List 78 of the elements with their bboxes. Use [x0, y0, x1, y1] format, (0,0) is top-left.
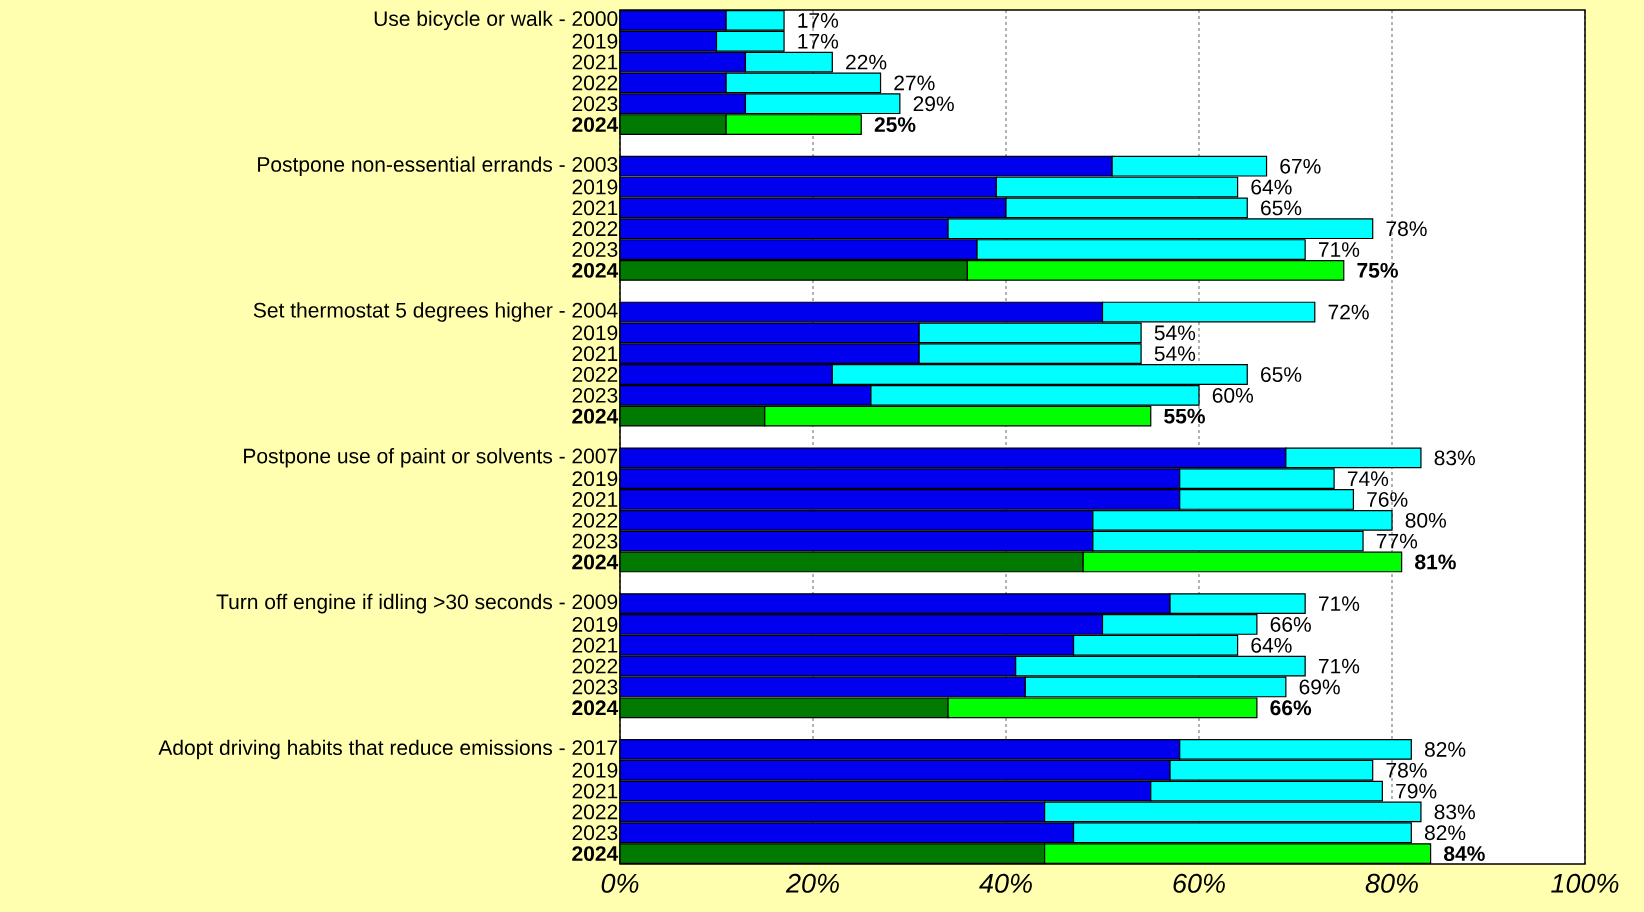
total-label: 83% — [1434, 804, 1475, 820]
y-tick-label: 2022 — [572, 658, 618, 674]
total-label: 17% — [798, 33, 839, 49]
total-label: 27% — [894, 75, 935, 91]
y-tick-label: 2024 — [572, 700, 619, 716]
y-tick-label: 2019 — [572, 33, 618, 49]
y-tick-label: 2022 — [572, 221, 618, 237]
y-tick-label: 2019 — [572, 179, 618, 195]
total-label: 84% — [1444, 846, 1485, 862]
total-label: 83% — [1434, 450, 1475, 466]
y-tick-label: 2024 — [572, 262, 619, 278]
total-label: 71% — [1318, 242, 1360, 257]
y-tick-label: 2021 — [572, 637, 618, 653]
total-label: 74% — [1347, 471, 1389, 487]
y-tick-label: 2024 — [572, 846, 619, 862]
x-tick-label: 0% — [601, 873, 639, 893]
y-tick-label: 2022 — [572, 367, 618, 382]
y-tick-label: Postpone use of paint or solvents - 2007 — [244, 448, 618, 468]
y-tick-label: 2021 — [572, 200, 618, 216]
total-label: 82% — [1424, 742, 1466, 757]
x-tick-label: 60% — [1173, 873, 1225, 893]
y-tick-label: 2024 — [572, 408, 619, 424]
y-tick-label: 2021 — [572, 492, 618, 507]
total-label: 54% — [1154, 325, 1196, 341]
total-label: 67% — [1280, 158, 1321, 174]
total-label: 22% — [846, 54, 887, 70]
total-label: 54% — [1154, 346, 1196, 362]
total-label: 77% — [1376, 533, 1418, 549]
y-tick-label: 2023 — [572, 96, 618, 112]
total-label: 72% — [1328, 304, 1369, 320]
y-tick-label: Use bicycle or walk - 2000 — [374, 10, 618, 31]
total-label: 79% — [1396, 783, 1437, 799]
y-tick-label: 2024 — [572, 554, 619, 570]
total-label: 29% — [913, 96, 954, 112]
y-tick-label: 2023 — [572, 242, 618, 257]
y-tick-label: 2019 — [572, 762, 618, 778]
y-tick-label: 2023 — [572, 679, 618, 695]
x-tick-label: 40% — [979, 873, 1032, 893]
total-label: 66% — [1270, 700, 1312, 716]
total-label: 78% — [1386, 221, 1427, 237]
x-tick-label: 80% — [1365, 873, 1418, 893]
y-tick-label: 2019 — [572, 471, 618, 487]
y-tick-label: 2023 — [572, 387, 618, 403]
y-tick-label: 2019 — [572, 325, 618, 341]
total-label: 65% — [1261, 367, 1302, 382]
total-label: 76% — [1367, 492, 1408, 507]
y-tick-label: 2022 — [572, 512, 618, 528]
x-tick-label: 100% — [1551, 873, 1619, 893]
y-tick-label: Postpone non-essential errands - 2003 — [258, 156, 618, 177]
x-tick-label: 20% — [785, 873, 839, 893]
y-tick-label: 2023 — [572, 825, 618, 841]
total-label: 64% — [1251, 179, 1292, 195]
total-label: 64% — [1251, 637, 1292, 653]
total-label: 17% — [798, 13, 839, 28]
y-tick-label: 2021 — [572, 346, 618, 362]
total-label: 66% — [1270, 617, 1311, 632]
total-label: 69% — [1299, 679, 1340, 695]
total-label: 25% — [874, 117, 916, 132]
y-tick-label: 2022 — [572, 75, 618, 91]
y-tick-label: 2022 — [572, 804, 618, 820]
y-tick-label: 2023 — [572, 533, 618, 549]
y-tick-label: Turn off engine if idling >30 seconds - 2009 — [216, 593, 618, 614]
total-label: 65% — [1261, 200, 1302, 216]
total-label: 81% — [1415, 554, 1456, 570]
y-tick-label: 2021 — [572, 783, 618, 799]
total-label: 80% — [1405, 512, 1447, 528]
total-label: 71% — [1318, 596, 1360, 611]
y-tick-label: Adopt driving habits that reduce emissions - 2017 — [158, 739, 618, 760]
total-label: 75% — [1357, 262, 1398, 278]
y-tick-label: Set thermostat 5 degrees higher - 2004 — [253, 302, 618, 322]
total-label: 55% — [1164, 408, 1205, 424]
y-tick-label: 2021 — [572, 54, 618, 70]
y-tick-label: 2024 — [572, 117, 619, 132]
total-label: 71% — [1318, 658, 1360, 674]
total-label: 78% — [1386, 762, 1427, 778]
total-label: 82% — [1424, 825, 1466, 841]
y-tick-label: 2019 — [572, 617, 618, 632]
total-label: 60% — [1212, 387, 1254, 403]
